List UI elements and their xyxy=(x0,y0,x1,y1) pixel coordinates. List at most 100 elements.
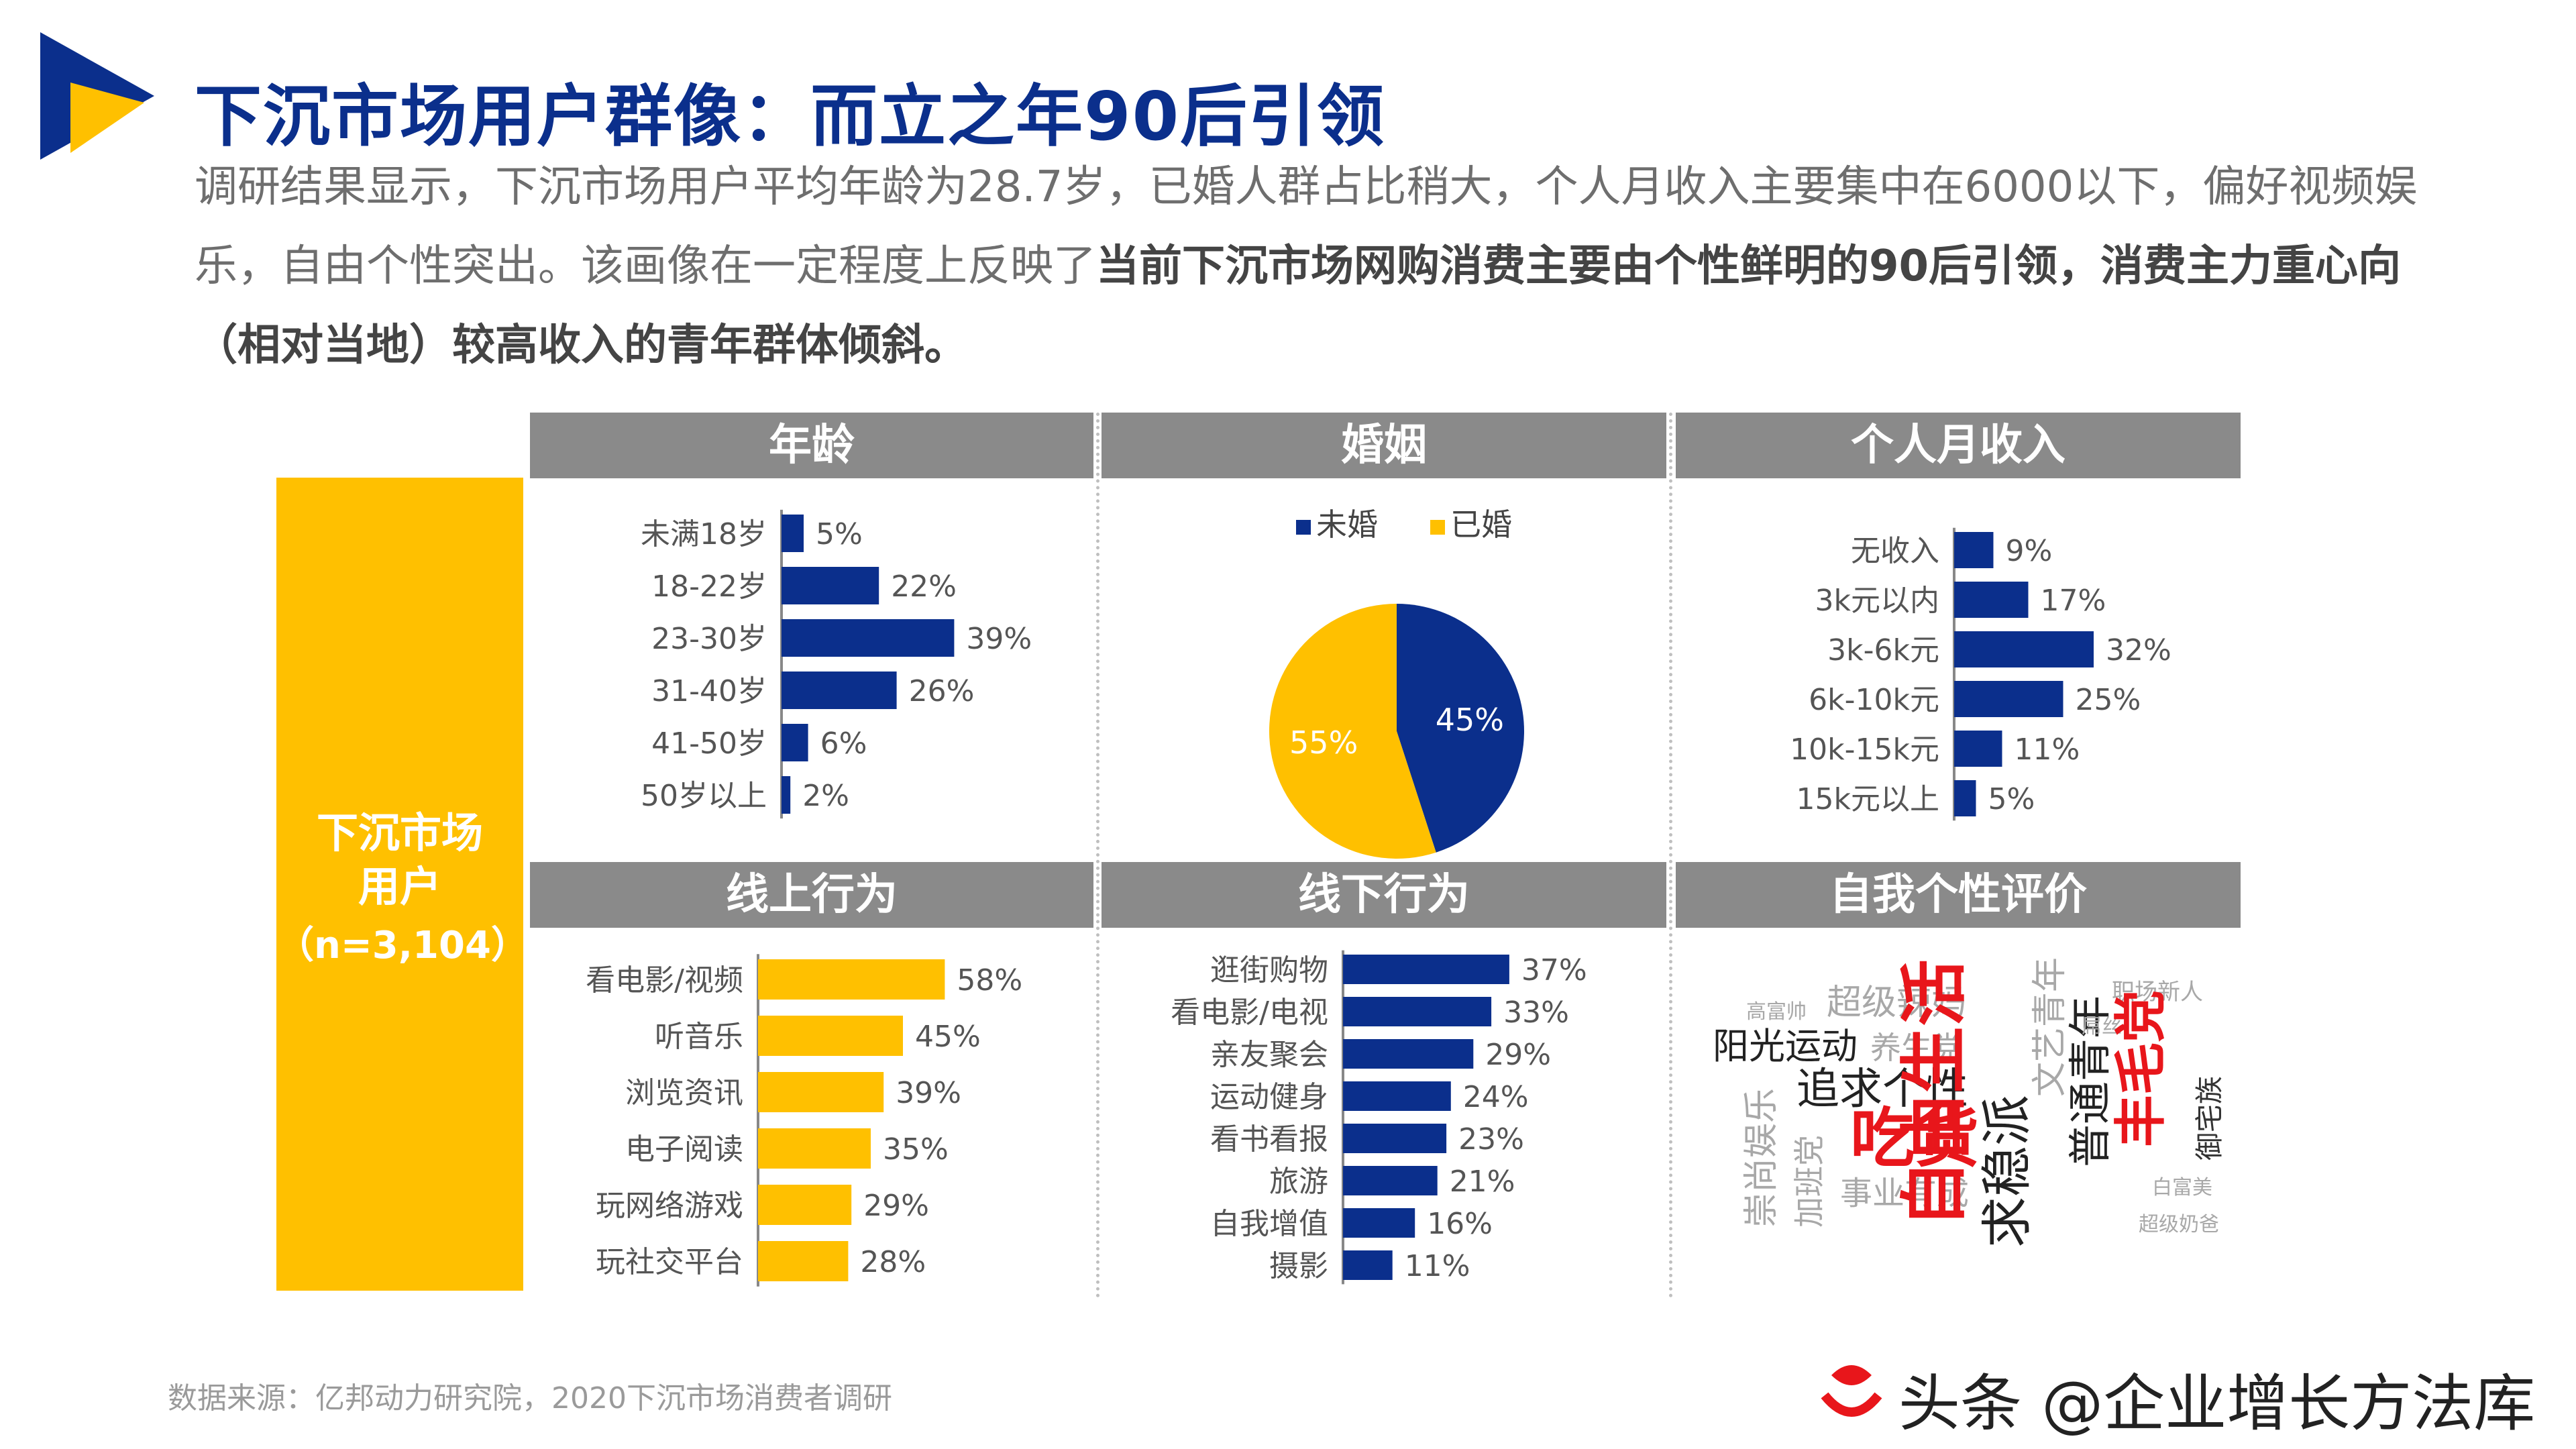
word-cloud-term: 阳光运动 xyxy=(1713,1025,1858,1067)
summary-text: 调研结果显示，下沉市场用户平均年龄为28.7岁，已婚人群占比稍大，个人月收入主要… xyxy=(195,148,2449,385)
bar-offline-5 xyxy=(1343,1166,1438,1195)
bar-offline-4 xyxy=(1343,1124,1447,1153)
panel-divider xyxy=(1669,413,1672,1298)
bar-age-5 xyxy=(782,776,791,814)
bar-online-4 xyxy=(758,1185,852,1225)
category-label: 浏览资讯 xyxy=(625,1076,743,1110)
income-bar-chart: 无收入 9% 3k元以内 17% 3k-6k元 32% 6k-10k元 25% 10k-15k元… xyxy=(1790,527,2171,821)
data-label: 26% xyxy=(909,674,975,708)
category-label: 10k-15k元 xyxy=(1790,733,1939,767)
data-source-note: 数据来源：亿邦动力研究院，2020下沉市场消费者调研 xyxy=(168,1381,892,1415)
category-label: 看电影/电视 xyxy=(1171,996,1328,1030)
pie-slice-1 xyxy=(1269,604,1436,859)
panel-header-income: 个人月收入 xyxy=(1676,413,2241,478)
bar-age-3 xyxy=(782,672,897,709)
pie-slice-0 xyxy=(1397,604,1524,853)
legend-label-1: 已婚 xyxy=(1450,506,1512,543)
bar-age-0 xyxy=(782,515,804,552)
data-label: 5% xyxy=(816,517,863,551)
category-label: 摄影 xyxy=(1269,1249,1328,1283)
word-cloud-term: 高富帅 xyxy=(1746,1000,1807,1024)
word-cloud-term: 追求个性 xyxy=(1796,1065,1968,1114)
word-cloud-term: 职场新人 xyxy=(2112,979,2203,1006)
panel-header-offline: 线下行为 xyxy=(1102,862,1666,928)
word-cloud-term: 事业有成 xyxy=(1840,1175,1969,1212)
word-cloud-term: 普通青年 xyxy=(2066,996,2116,1167)
data-label: 5% xyxy=(1988,782,2035,816)
data-label: 21% xyxy=(1450,1165,1515,1199)
bar-income-2 xyxy=(1954,631,2094,667)
toutiao-watermark xyxy=(1821,1365,1882,1417)
category-label: 旅游 xyxy=(1269,1165,1328,1199)
category-label: 玩网络游戏 xyxy=(596,1189,743,1223)
category-label: 运动健身 xyxy=(1210,1080,1328,1114)
page-title: 下沉市场用户群像：而立之年90后引领 xyxy=(195,77,1386,156)
data-label: 29% xyxy=(863,1189,929,1223)
bar-online-1 xyxy=(758,1016,903,1056)
bar-income-1 xyxy=(1954,582,2029,618)
bar-offline-7 xyxy=(1343,1250,1393,1280)
word-cloud-term: 文艺青年 xyxy=(2030,957,2070,1097)
bar-income-4 xyxy=(1954,731,2002,767)
data-label: 32% xyxy=(2106,633,2171,667)
category-label: 3k元以内 xyxy=(1815,584,1939,618)
data-label: 11% xyxy=(2015,733,2080,767)
word-cloud-term: 加班党 xyxy=(1791,1135,1827,1228)
data-label: 24% xyxy=(1463,1080,1529,1114)
word-cloud-term: 吃货 xyxy=(1850,1101,1979,1176)
bar-age-2 xyxy=(782,619,955,657)
pie-label-1: 55% xyxy=(1289,724,1358,761)
user-segment-label: 下沉市场 用户 xyxy=(316,808,483,911)
word-cloud-term: 崇尚娱乐 xyxy=(1741,1088,1782,1228)
legend-swatch-1 xyxy=(1430,520,1445,535)
data-label: 16% xyxy=(1427,1207,1493,1241)
data-label: 23% xyxy=(1458,1122,1524,1157)
word-cloud-term: 超级奶爸 xyxy=(2139,1213,2219,1236)
category-label: 逛街购物 xyxy=(1210,953,1328,987)
watermark-text: 头条 @企业增长方法库 xyxy=(1898,1368,2536,1440)
category-label: 50岁以上 xyxy=(641,779,767,813)
category-label: 玩社交平台 xyxy=(596,1245,743,1279)
word-cloud-term: 白富美 xyxy=(2152,1176,2212,1199)
bar-income-0 xyxy=(1954,532,1994,568)
panel-divider xyxy=(1096,413,1099,1298)
sample-size-label: （n=3,104） xyxy=(276,924,529,967)
user-segment-box: 下沉市场 用户 （n=3,104） xyxy=(276,478,529,1291)
data-label: 2% xyxy=(802,779,849,813)
category-label: 3k-6k元 xyxy=(1827,633,1939,667)
summary-plain: 调研结果显示，下沉市场用户平均年龄为28.7岁，已婚人群占比稍大，个人月收入主要… xyxy=(195,162,2418,291)
word-cloud-term: 超级辣妈 xyxy=(1827,983,1966,1023)
marriage-pie-chart: 未婚 已婚 45% 55% xyxy=(1269,506,1524,859)
data-label: 6% xyxy=(820,727,867,761)
data-label: 37% xyxy=(1521,953,1587,987)
category-label: 6k-10k元 xyxy=(1809,683,1939,717)
data-label: 25% xyxy=(2076,683,2141,717)
brand-logo-icon xyxy=(40,32,154,160)
category-label: 31-40岁 xyxy=(651,674,767,708)
data-label: 33% xyxy=(1503,996,1569,1030)
legend-swatch-0 xyxy=(1296,520,1311,535)
legend-label-0: 未婚 xyxy=(1316,506,1378,543)
bar-offline-1 xyxy=(1343,997,1492,1026)
category-label: 23-30岁 xyxy=(651,622,767,656)
online-behavior-bar-chart: 看电影/视频 58% 听音乐 45% 浏览资讯 39% 电子阅读 35% 玩网络游戏 29% 玩社交… xyxy=(586,954,1022,1287)
category-label: 看电影/视频 xyxy=(586,963,743,998)
word-cloud-term: 求稳派 xyxy=(1977,1095,2037,1248)
panel-header-age: 年龄 xyxy=(530,413,1093,478)
panel-header-online: 线上行为 xyxy=(530,862,1093,928)
bar-offline-3 xyxy=(1343,1081,1451,1111)
data-label: 17% xyxy=(2041,584,2106,618)
word-cloud-term: 养生党 xyxy=(1870,1030,1963,1066)
word-cloud-term: 丰毛党 xyxy=(2111,990,2171,1147)
word-cloud-term: 屌丝 xyxy=(2082,1015,2122,1038)
data-label: 35% xyxy=(883,1132,949,1167)
age-bar-chart: 未满18岁 5% 18-22岁 22% 23-30岁 39% 31-40岁 26% 41-50岁… xyxy=(641,509,1032,819)
panel-header-marriage: 婚姻 xyxy=(1102,413,1666,478)
bar-online-0 xyxy=(758,959,945,1000)
word-cloud-term: 自由生活 xyxy=(1895,959,1974,1228)
data-label: 39% xyxy=(896,1076,961,1110)
pie-label-0: 45% xyxy=(1436,702,1504,738)
data-label: 29% xyxy=(1485,1038,1551,1072)
data-label: 39% xyxy=(966,622,1032,656)
